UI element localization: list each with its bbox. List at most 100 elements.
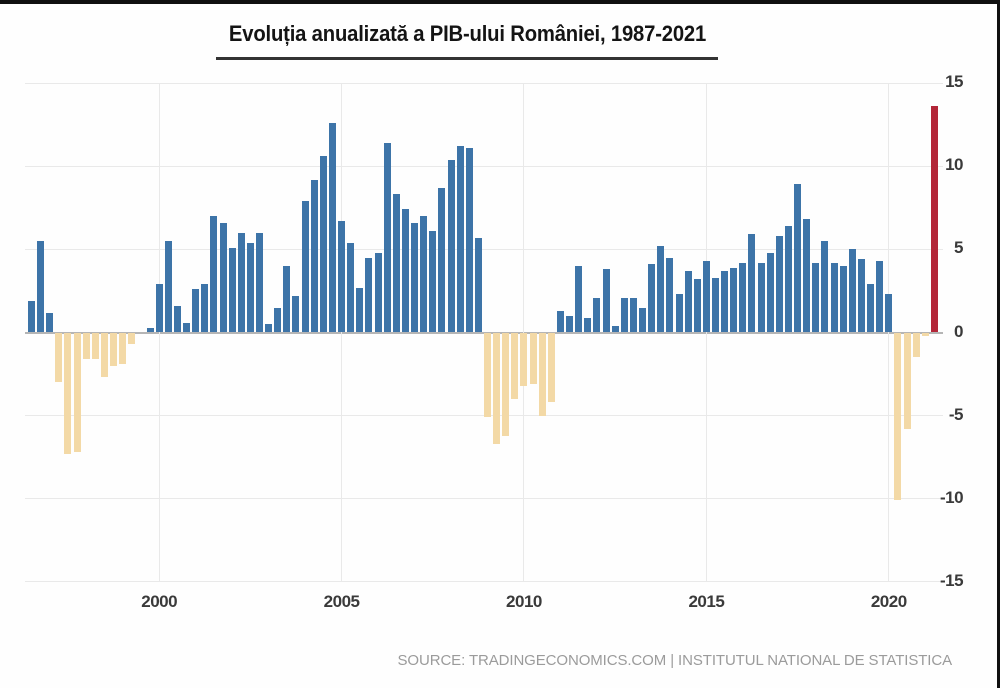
bar-2015-q3 [721, 270, 729, 333]
y-tick-label--5: -5 [948, 404, 964, 424]
bar-1998-q4 [110, 332, 118, 366]
title-underline [216, 57, 718, 60]
bar-1996-q3 [28, 300, 35, 333]
x-tick-label-2005: 2005 [323, 592, 360, 611]
bar-2008-q2 [456, 146, 464, 333]
bar-2001-q4 [219, 222, 227, 333]
bar-1998-q3 [100, 332, 108, 378]
x-tick-label-2000: 2000 [141, 592, 178, 611]
source-caption: SOURCE: TRADINGECONOMICS.COM | INSTITUTU… [397, 652, 953, 669]
chart-title: Evoluția anualizată a PIB-ului României,… [228, 21, 707, 46]
bar-2013-q1 [629, 297, 637, 333]
bar-1997-q2 [55, 332, 63, 383]
bar-1997-q3 [64, 332, 72, 454]
bar-2020-q3 [903, 332, 911, 429]
top-border-line [0, 0, 1000, 4]
gridline-h-10 [25, 165, 943, 167]
bar-2012-q4 [620, 297, 628, 333]
bar-2011-q3 [575, 265, 583, 333]
bar-2004-q3 [319, 156, 327, 333]
bar-2015-q2 [712, 277, 719, 333]
x-tick-label-2010: 2010 [506, 592, 542, 611]
bar-2018-q2 [821, 241, 829, 333]
bar-2015-q4 [730, 267, 738, 333]
bar-2016-q3 [757, 262, 765, 333]
bar-2013-q4 [657, 246, 665, 333]
bar-2021-q1 [921, 332, 929, 336]
bar-2000-q4 [183, 322, 191, 333]
bar-2019-q4 [876, 260, 884, 333]
bar-2021-q2 [930, 106, 938, 333]
bar-2002-q2 [237, 232, 245, 333]
gridline-v-2015 [705, 83, 707, 582]
bar-2003-q2 [274, 307, 282, 333]
bar-2013-q3 [648, 264, 656, 333]
bar-2012-q2 [602, 269, 610, 333]
bar-2018-q3 [830, 262, 838, 333]
bar-2018-q4 [839, 265, 847, 333]
bar-2008-q4 [474, 237, 482, 333]
bar-2005-q3 [356, 287, 364, 333]
bar-2007-q1 [411, 222, 419, 333]
bar-2010-q3 [538, 332, 546, 416]
gridline-h-15 [25, 82, 943, 84]
gridline-v-2005 [341, 83, 343, 582]
y-tick-label--15: -15 [940, 570, 964, 590]
bar-2002-q4 [256, 232, 263, 333]
bar-2019-q2 [857, 259, 865, 333]
bar-2012-q1 [593, 297, 601, 333]
right-border-line [997, 0, 1000, 688]
bar-2005-q4 [365, 257, 373, 333]
x-tick-label-2015: 2015 [688, 592, 725, 611]
bar-2011-q2 [566, 315, 574, 333]
bar-2005-q1 [338, 221, 346, 333]
bar-2007-q3 [429, 231, 437, 333]
bar-2014-q4 [693, 279, 701, 333]
gridline-v-2000 [158, 83, 160, 582]
bar-2009-q2 [493, 332, 501, 444]
gridline-h--10 [25, 498, 943, 500]
bar-2003-q3 [283, 265, 291, 333]
bar-2001-q1 [192, 289, 200, 333]
bar-2020-q2 [894, 332, 902, 501]
x-tick-label-2020: 2020 [870, 592, 907, 611]
bar-2006-q2 [383, 142, 391, 333]
bar-2017-q4 [803, 219, 811, 333]
bar-2009-q1 [484, 332, 491, 418]
bar-2014-q3 [684, 270, 692, 333]
bar-1999-q1 [119, 332, 127, 365]
bar-2019-q1 [848, 249, 856, 333]
bar-1998-q2 [91, 332, 99, 360]
bar-1999-q4 [146, 327, 154, 333]
y-tick-label-5: 5 [954, 238, 963, 258]
bar-2002-q1 [228, 247, 236, 333]
bar-2003-q1 [265, 324, 273, 333]
bar-2010-q4 [547, 332, 555, 403]
bar-1997-q1 [46, 312, 54, 333]
bar-2004-q2 [310, 179, 318, 333]
bar-2012-q3 [611, 325, 619, 333]
bar-2001-q2 [201, 284, 209, 333]
bar-2004-q4 [328, 122, 336, 333]
bar-2019-q3 [867, 284, 875, 333]
gridline-h--15 [25, 581, 943, 583]
y-tick-label-0: 0 [954, 321, 963, 341]
bar-2007-q4 [438, 187, 446, 333]
bar-2007-q2 [420, 216, 428, 333]
bar-2008-q3 [465, 147, 473, 333]
bar-2001-q3 [210, 216, 218, 333]
gridline-h-5 [25, 248, 943, 250]
bar-2015-q1 [702, 260, 710, 333]
bar-2016-q1 [739, 262, 747, 333]
bar-2009-q4 [511, 332, 519, 400]
bar-2010-q1 [520, 332, 528, 386]
bar-2005-q2 [347, 242, 355, 333]
bar-1998-q1 [82, 332, 90, 360]
bar-2008-q1 [447, 159, 455, 333]
bar-2010-q2 [529, 332, 537, 385]
bar-1997-q4 [73, 332, 81, 453]
bar-2011-q4 [584, 317, 592, 333]
bar-2017-q3 [794, 184, 802, 333]
bar-2006-q4 [401, 209, 409, 333]
